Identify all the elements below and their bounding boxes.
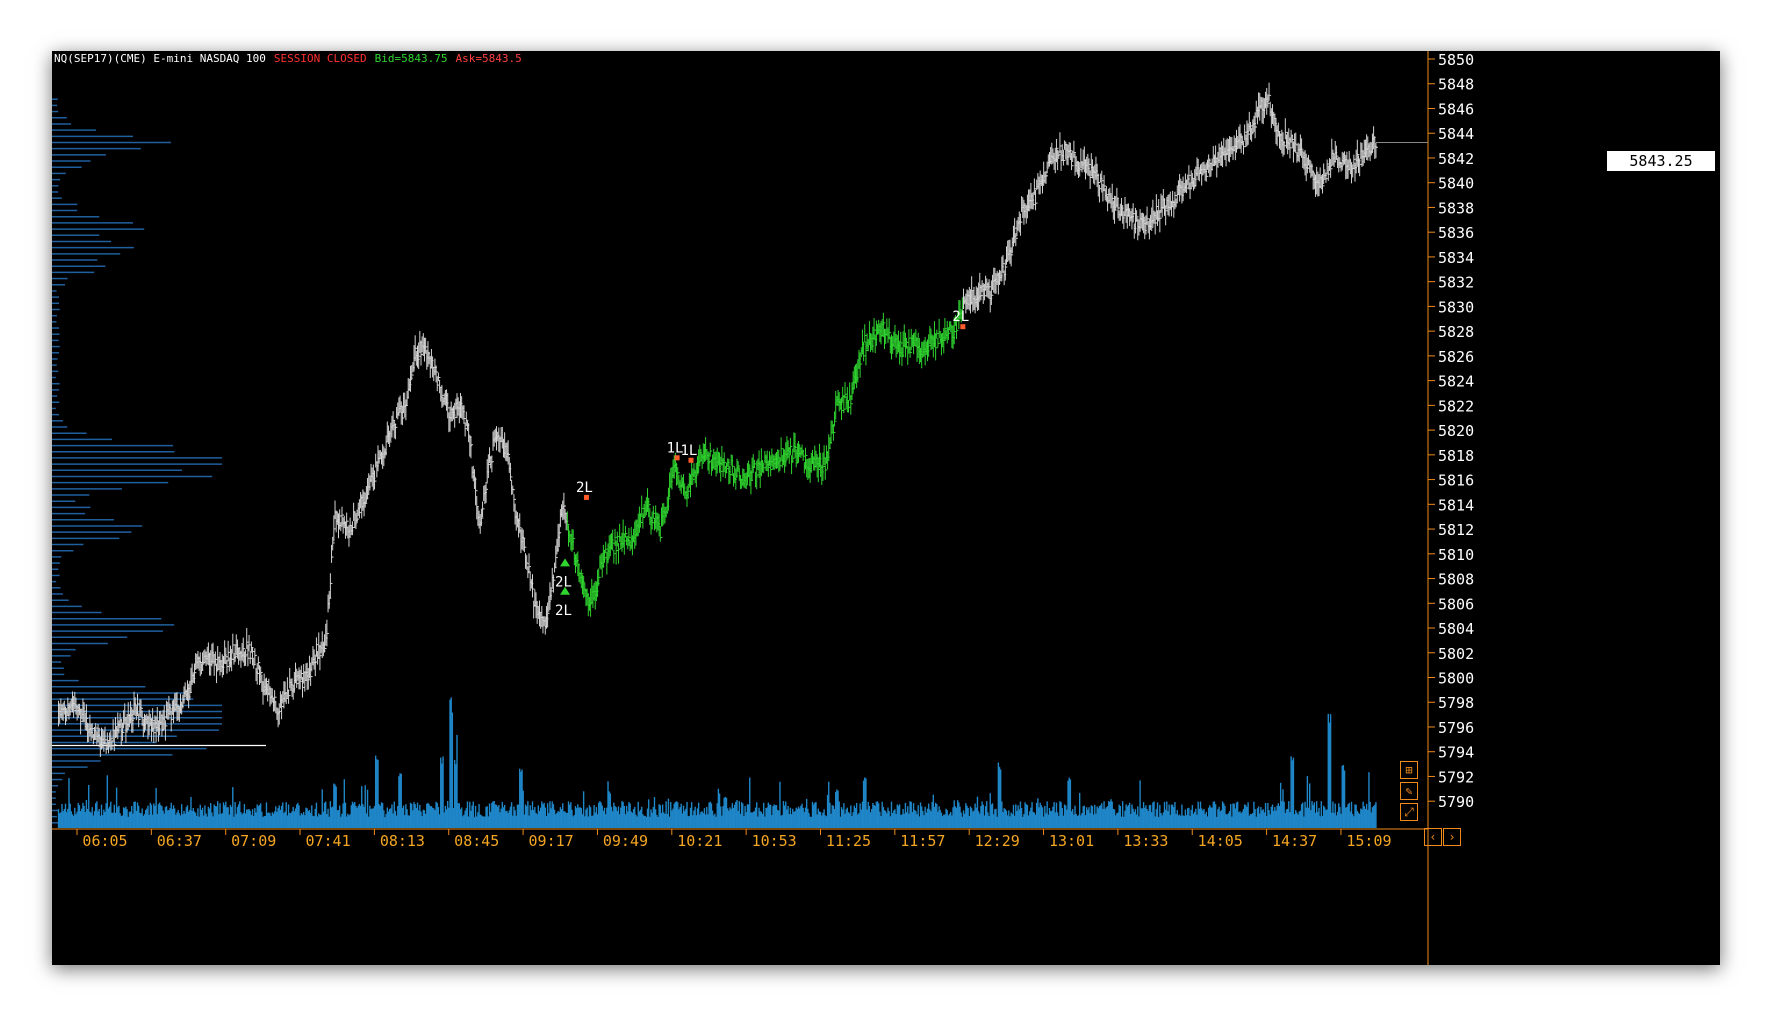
price-tick-label: 5802 bbox=[1438, 645, 1474, 663]
time-tick-label: 08:45 bbox=[454, 832, 499, 850]
chart-header: NQ(SEP17)(CME) E-mini NASDAQ 100 SESSION … bbox=[54, 52, 530, 65]
time-tick-label: 14:05 bbox=[1198, 832, 1243, 850]
price-tick-label: 5810 bbox=[1438, 546, 1474, 564]
time-tick-label: 07:41 bbox=[305, 832, 350, 850]
time-tick-label: 09:49 bbox=[603, 832, 648, 850]
price-tick-label: 5840 bbox=[1438, 175, 1474, 193]
expand-icon[interactable]: ⤢ bbox=[1400, 803, 1418, 821]
exit-marker-icon bbox=[583, 494, 589, 500]
price-tick-label: 5836 bbox=[1438, 224, 1474, 242]
price-tick-label: 5850 bbox=[1438, 51, 1474, 69]
scroll-left-icon[interactable]: ‹ bbox=[1424, 828, 1442, 846]
chart-window: 5850 5848 5846 5844 5842 5840 5838 5836 5834 5832… bbox=[52, 51, 1720, 965]
time-tick-label: 07:09 bbox=[231, 832, 276, 850]
trade-marker-label: 2L bbox=[555, 574, 572, 590]
entry-arrow-icon bbox=[560, 558, 571, 567]
price-tick-label: 5806 bbox=[1438, 595, 1474, 613]
time-tick-label: 13:01 bbox=[1049, 832, 1094, 850]
price-tick-label: 5828 bbox=[1438, 323, 1474, 341]
entry-arrow-icon bbox=[560, 586, 571, 595]
ask-label: Ask=5843.5 bbox=[455, 52, 522, 65]
price-tick-label: 5796 bbox=[1438, 719, 1474, 737]
price-tick-label: 5798 bbox=[1438, 694, 1474, 712]
price-tick-label: 5808 bbox=[1438, 571, 1474, 589]
session-status: SESSION CLOSED bbox=[273, 52, 367, 65]
time-tick-label: 14:37 bbox=[1272, 832, 1317, 850]
price-tick-label: 5844 bbox=[1438, 125, 1474, 143]
price-tick-label: 5804 bbox=[1438, 620, 1474, 638]
last-price-label: 5843.25 bbox=[1607, 151, 1715, 171]
time-tick-label: 12:29 bbox=[975, 832, 1020, 850]
trade-marker-label: 2L bbox=[555, 603, 572, 619]
price-tick-label: 5834 bbox=[1438, 249, 1474, 267]
price-tick-label: 5830 bbox=[1438, 298, 1474, 316]
price-tick-label: 5800 bbox=[1438, 670, 1474, 688]
symbol-label: NQ(SEP17)(CME) E-mini NASDAQ 100 bbox=[54, 52, 266, 65]
price-tick-label: 5794 bbox=[1438, 744, 1474, 762]
price-tick-label: 5816 bbox=[1438, 472, 1474, 490]
price-tick-label: 5820 bbox=[1438, 422, 1474, 440]
time-tick-label: 06:37 bbox=[157, 832, 202, 850]
time-tick-label: 11:57 bbox=[900, 832, 945, 850]
time-tick-label: 10:53 bbox=[752, 832, 797, 850]
price-tick-label: 5824 bbox=[1438, 373, 1474, 391]
trade-marker-label: 1L bbox=[667, 440, 684, 456]
scroll-right-icon[interactable]: › bbox=[1443, 828, 1461, 846]
time-tick-label: 13:33 bbox=[1123, 832, 1168, 850]
trade-marker-label: 2L bbox=[576, 480, 593, 496]
grid-layout-icon[interactable]: ⊞ bbox=[1400, 761, 1418, 779]
time-tick-label: 09:17 bbox=[529, 832, 574, 850]
time-tick-label: 10:21 bbox=[677, 832, 722, 850]
pencil-icon[interactable]: ✎ bbox=[1400, 782, 1418, 800]
price-tick-label: 5846 bbox=[1438, 100, 1474, 118]
trade-marker-label: 1L bbox=[681, 443, 698, 459]
price-tick-label: 5812 bbox=[1438, 521, 1474, 539]
price-tick-label: 5792 bbox=[1438, 768, 1474, 786]
trade-marker-label: 2L bbox=[952, 309, 969, 325]
price-tick-label: 5826 bbox=[1438, 348, 1474, 366]
exit-marker-icon bbox=[674, 455, 680, 461]
price-tick-label: 5838 bbox=[1438, 199, 1474, 217]
time-tick-label: 08:13 bbox=[380, 832, 425, 850]
bid-label: Bid=5843.75 bbox=[374, 52, 448, 65]
price-tick-label: 5848 bbox=[1438, 76, 1474, 94]
price-tick-label: 5832 bbox=[1438, 274, 1474, 292]
price-chart[interactable]: 5850 5848 5846 5844 5842 5840 5838 5836 5834 5832… bbox=[52, 51, 1720, 965]
time-tick-label: 11:25 bbox=[826, 832, 871, 850]
exit-marker-icon bbox=[960, 324, 966, 330]
exit-marker-icon bbox=[688, 457, 694, 463]
time-tick-label: 06:05 bbox=[82, 832, 127, 850]
price-tick-label: 5822 bbox=[1438, 397, 1474, 415]
time-tick-label: 15:09 bbox=[1346, 832, 1391, 850]
price-tick-label: 5818 bbox=[1438, 447, 1474, 465]
price-tick-label: 5790 bbox=[1438, 793, 1474, 811]
price-tick-label: 5842 bbox=[1438, 150, 1474, 168]
price-tick-label: 5814 bbox=[1438, 496, 1474, 514]
